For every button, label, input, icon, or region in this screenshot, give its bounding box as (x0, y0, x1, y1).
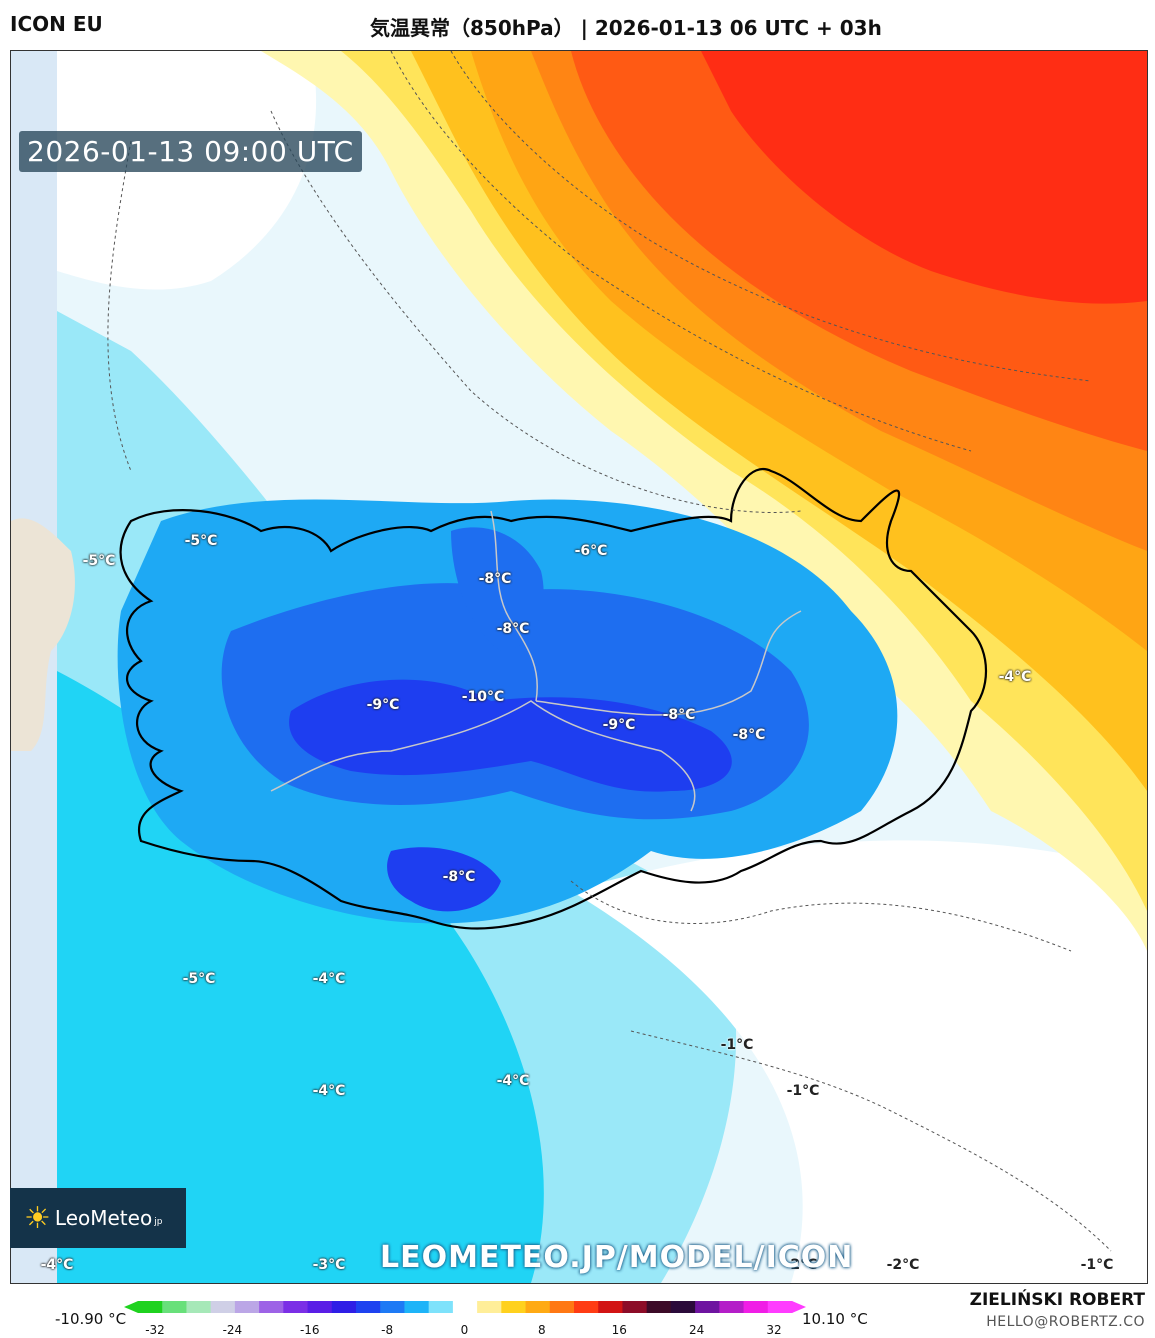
anomaly-label: -4°C (40, 1257, 74, 1273)
colorbar-swatch (234, 1301, 260, 1313)
anomaly-label: -3°C (312, 1257, 346, 1273)
anomaly-label: -1°C (1080, 1257, 1114, 1273)
valid-time-badge: 2026-01-13 09:00 UTC (19, 131, 362, 172)
anomaly-label: -2°C (784, 1257, 818, 1273)
anomaly-label: -9°C (602, 717, 636, 733)
map-canvas (11, 51, 1147, 1283)
anomaly-label: -5°C (184, 533, 218, 549)
colorbar-swatch (307, 1301, 333, 1313)
model-name: ICON EU (10, 12, 103, 36)
anomaly-label: -8°C (478, 571, 512, 587)
colorbar (124, 1301, 806, 1313)
colorbar-tick-label: -24 (222, 1323, 243, 1337)
logo-suffix: jp (154, 1217, 163, 1227)
colorbar-swatch (186, 1301, 212, 1313)
colorbar-min-arrow (124, 1301, 138, 1313)
colorbar-min-label: -10.90 °C (55, 1310, 127, 1328)
anomaly-label: -6°C (574, 543, 608, 559)
anomaly-label: -5°C (82, 553, 116, 569)
colorbar-swatch (743, 1301, 769, 1313)
anomaly-label: -1°C (786, 1083, 820, 1099)
colorbar-swatch (501, 1301, 527, 1313)
colorbar-swatch (259, 1301, 284, 1313)
anomaly-label: -4°C (998, 669, 1032, 685)
anomaly-label: -2°C (886, 1257, 920, 1273)
colorbar-swatch (428, 1301, 454, 1313)
colorbar-swatch (670, 1301, 696, 1313)
colorbar-swatch (646, 1301, 672, 1313)
colorbar-tick-label: 16 (611, 1323, 627, 1337)
colorbar-swatch (525, 1301, 551, 1313)
colorbar-tick-label: 32 (766, 1323, 782, 1337)
colorbar-swatch (549, 1301, 575, 1313)
colorbar-swatch (622, 1301, 648, 1313)
colorbar-tick-label: 24 (688, 1323, 705, 1337)
colorbar-tick-label: -16 (299, 1323, 320, 1337)
anomaly-label: -8°C (496, 621, 530, 637)
anomaly-label: -10°C (461, 689, 505, 705)
colorbar-swatch (767, 1301, 793, 1313)
colorbar-swatch (210, 1301, 236, 1313)
colorbar-swatch (283, 1301, 309, 1313)
colorbar-swatch (162, 1301, 187, 1313)
colorbar-swatch (598, 1301, 623, 1313)
colorbar-tick-label: -8 (381, 1323, 394, 1337)
author-name: ZIELIŃSKI ROBERT (969, 1290, 1145, 1310)
colorbar-swatch (380, 1301, 405, 1313)
temperature-anomaly-map[interactable]: 2026-01-13 09:00 UTC -5°C -5°C -6°C -8°C… (10, 50, 1148, 1284)
colorbar-swatch (574, 1301, 599, 1313)
anomaly-label: -4°C (312, 1083, 346, 1099)
anomaly-label: -9°C (366, 697, 400, 713)
colorbar-swatch (695, 1301, 720, 1313)
colorbar-max-label: 10.10 °C (802, 1310, 868, 1328)
author-email[interactable]: HELLO@ROBERTZ.CO (986, 1314, 1145, 1330)
site-watermark: LEOMETEO.JP/MODEL/ICON (380, 1240, 854, 1275)
anomaly-label: -5°C (182, 971, 216, 987)
colorbar-swatch (719, 1301, 745, 1313)
anomaly-label: -1°C (720, 1037, 754, 1053)
colorbar-tick-label: 8 (538, 1323, 546, 1337)
colorbar-swatch (404, 1301, 430, 1313)
colorbar-max-arrow (792, 1301, 806, 1313)
colorbar-swatch (331, 1301, 357, 1313)
colorbar-swatch (356, 1301, 381, 1313)
logo-text: LeoMeteo (54, 1206, 153, 1230)
anomaly-label: -8°C (662, 707, 696, 723)
anomaly-label: -4°C (496, 1073, 530, 1089)
anomaly-label: -8°C (442, 869, 476, 885)
colorbar-swatch (452, 1301, 478, 1313)
anomaly-label: -4°C (312, 971, 346, 987)
colorbar-tick-label: -32 (145, 1323, 165, 1337)
sun-logo-icon: ☀ (24, 1200, 51, 1236)
map-title: 気温異常（850hPa） | 2026-01-13 06 UTC + 03h (370, 16, 882, 40)
leometeo-logo[interactable]: ☀ LeoMeteo jp (10, 1188, 186, 1248)
anomaly-label: -8°C (732, 727, 766, 743)
colorbar-swatch (138, 1301, 163, 1313)
colorbar-tick-label: 0 (460, 1323, 469, 1337)
colorbar-swatch (477, 1301, 502, 1313)
